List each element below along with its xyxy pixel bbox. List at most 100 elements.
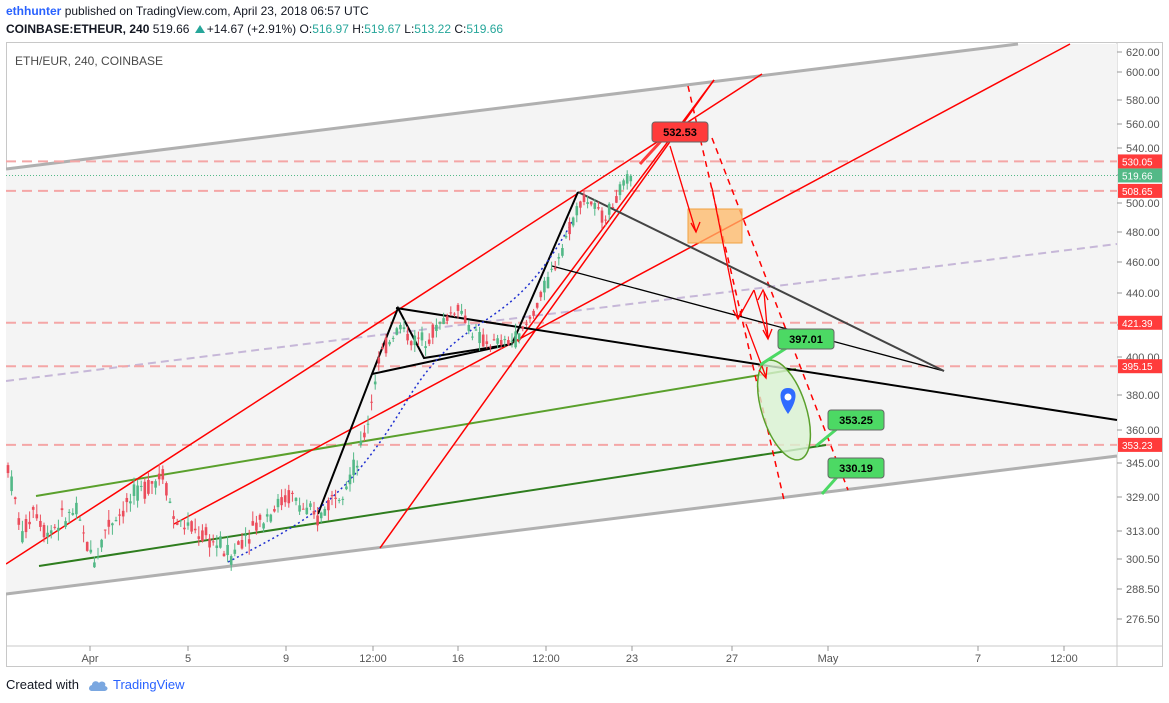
candle-body bbox=[618, 184, 622, 196]
candle-body bbox=[71, 512, 75, 515]
candle-body bbox=[438, 322, 442, 324]
candle-body bbox=[517, 333, 521, 340]
candle-body bbox=[550, 268, 553, 270]
candle-body bbox=[262, 523, 265, 529]
candle-body bbox=[103, 529, 107, 531]
location-pin-dot bbox=[784, 393, 792, 401]
candle-body bbox=[276, 498, 280, 508]
candle-body bbox=[352, 459, 355, 476]
published-text: published on TradingView.com, April 23, … bbox=[64, 4, 369, 18]
candle-body bbox=[604, 219, 607, 221]
y-tick-label: 600.00 bbox=[1126, 67, 1160, 79]
x-tick-label: 16 bbox=[452, 653, 464, 665]
close-label: C: bbox=[454, 22, 467, 36]
candle-body bbox=[463, 315, 467, 324]
candle-body bbox=[269, 514, 273, 522]
candle-body bbox=[499, 340, 503, 345]
candle-body bbox=[13, 497, 17, 500]
candle-body bbox=[366, 423, 370, 425]
pattern-zigzag bbox=[317, 191, 579, 515]
candle-body bbox=[323, 508, 327, 516]
candle-body bbox=[78, 519, 82, 521]
candle-body bbox=[474, 329, 478, 331]
candle-body bbox=[348, 474, 352, 485]
candle-body bbox=[85, 541, 89, 551]
x-tick-label: 12:00 bbox=[1050, 653, 1078, 665]
gray-trend-upper bbox=[577, 191, 945, 372]
candle-body bbox=[280, 497, 283, 506]
red-dashed-projection-2 bbox=[711, 137, 849, 491]
channel-upper bbox=[6, 42, 1019, 171]
candle-body bbox=[211, 541, 215, 543]
pattern-leg bbox=[371, 343, 513, 375]
price-tag-label: 519.66 bbox=[1122, 171, 1153, 182]
price-tags: 530.05 519.66 508.65 421.39 395.15 353.23 bbox=[1118, 154, 1162, 452]
candle-body bbox=[251, 521, 255, 526]
target-zone-box[interactable] bbox=[687, 208, 743, 244]
candle-body bbox=[341, 498, 345, 500]
y-tick-label: 500.00 bbox=[1126, 198, 1160, 210]
candle-body bbox=[363, 432, 366, 438]
candle-body bbox=[553, 267, 557, 270]
candle-body bbox=[139, 485, 143, 487]
candle-body bbox=[96, 556, 100, 558]
midline-dashed bbox=[6, 243, 1118, 382]
candle-body bbox=[107, 519, 111, 527]
candle-body bbox=[21, 531, 24, 543]
y-tick-label: 329.00 bbox=[1126, 492, 1160, 504]
candle-body bbox=[222, 553, 226, 557]
candle-body bbox=[492, 339, 496, 341]
candle-body bbox=[283, 495, 287, 503]
candle-body bbox=[157, 473, 161, 480]
candle-body bbox=[435, 324, 438, 331]
price-chart[interactable]: 532.53 397.01 353.25 330.19 620.00 600.00 580… bbox=[6, 42, 1163, 667]
red-arrow-paths bbox=[669, 145, 773, 380]
price-tag-label: 530.05 bbox=[1122, 157, 1153, 168]
candle-body bbox=[485, 341, 489, 345]
candle-body bbox=[201, 530, 204, 542]
up-triangle-icon bbox=[194, 25, 205, 33]
candle-body bbox=[287, 490, 291, 504]
open-value: 516.97 bbox=[312, 22, 349, 36]
author-link[interactable]: ethhunter bbox=[6, 4, 62, 18]
candle-body bbox=[24, 519, 28, 533]
tradingview-brand[interactable]: TradingView bbox=[87, 677, 185, 692]
candles bbox=[6, 170, 633, 571]
candle-body bbox=[629, 175, 633, 182]
callout-label: 397.01 bbox=[789, 334, 823, 346]
candle-body bbox=[381, 348, 384, 350]
black-trend-mid bbox=[551, 265, 945, 372]
price-tag bbox=[1118, 154, 1162, 169]
x-tick-label: 12:00 bbox=[359, 653, 387, 665]
candle-body bbox=[489, 346, 492, 348]
candle-body bbox=[89, 549, 93, 553]
candle-body bbox=[179, 519, 183, 522]
red-channel-lower bbox=[173, 43, 1071, 525]
callout-pointer bbox=[820, 475, 840, 495]
candle-body bbox=[273, 509, 276, 512]
candle-body bbox=[35, 514, 39, 519]
candle-body bbox=[64, 521, 67, 527]
x-tick-label: 12:00 bbox=[532, 653, 560, 665]
candle-body bbox=[571, 217, 575, 226]
candle-body bbox=[431, 324, 435, 338]
candle-body bbox=[543, 280, 546, 293]
candle-body bbox=[510, 340, 514, 342]
callout-pointer bbox=[815, 426, 839, 448]
horizontal-levels bbox=[6, 160, 1117, 446]
candle-body bbox=[600, 210, 604, 223]
candle-body bbox=[186, 522, 190, 526]
open-label: O: bbox=[299, 22, 313, 36]
candle-body bbox=[478, 331, 481, 344]
price-change: +14.67 (+2.91%) bbox=[206, 22, 297, 36]
candle-body bbox=[514, 331, 517, 348]
candle-body bbox=[546, 276, 550, 289]
candle-body bbox=[10, 476, 13, 492]
candle-body bbox=[575, 206, 579, 216]
callout-pointer bbox=[759, 345, 789, 367]
candle-body bbox=[125, 497, 129, 503]
candle-body bbox=[147, 479, 150, 494]
candle-body bbox=[521, 326, 525, 329]
candle-body bbox=[355, 465, 359, 468]
candle-body bbox=[586, 202, 589, 204]
